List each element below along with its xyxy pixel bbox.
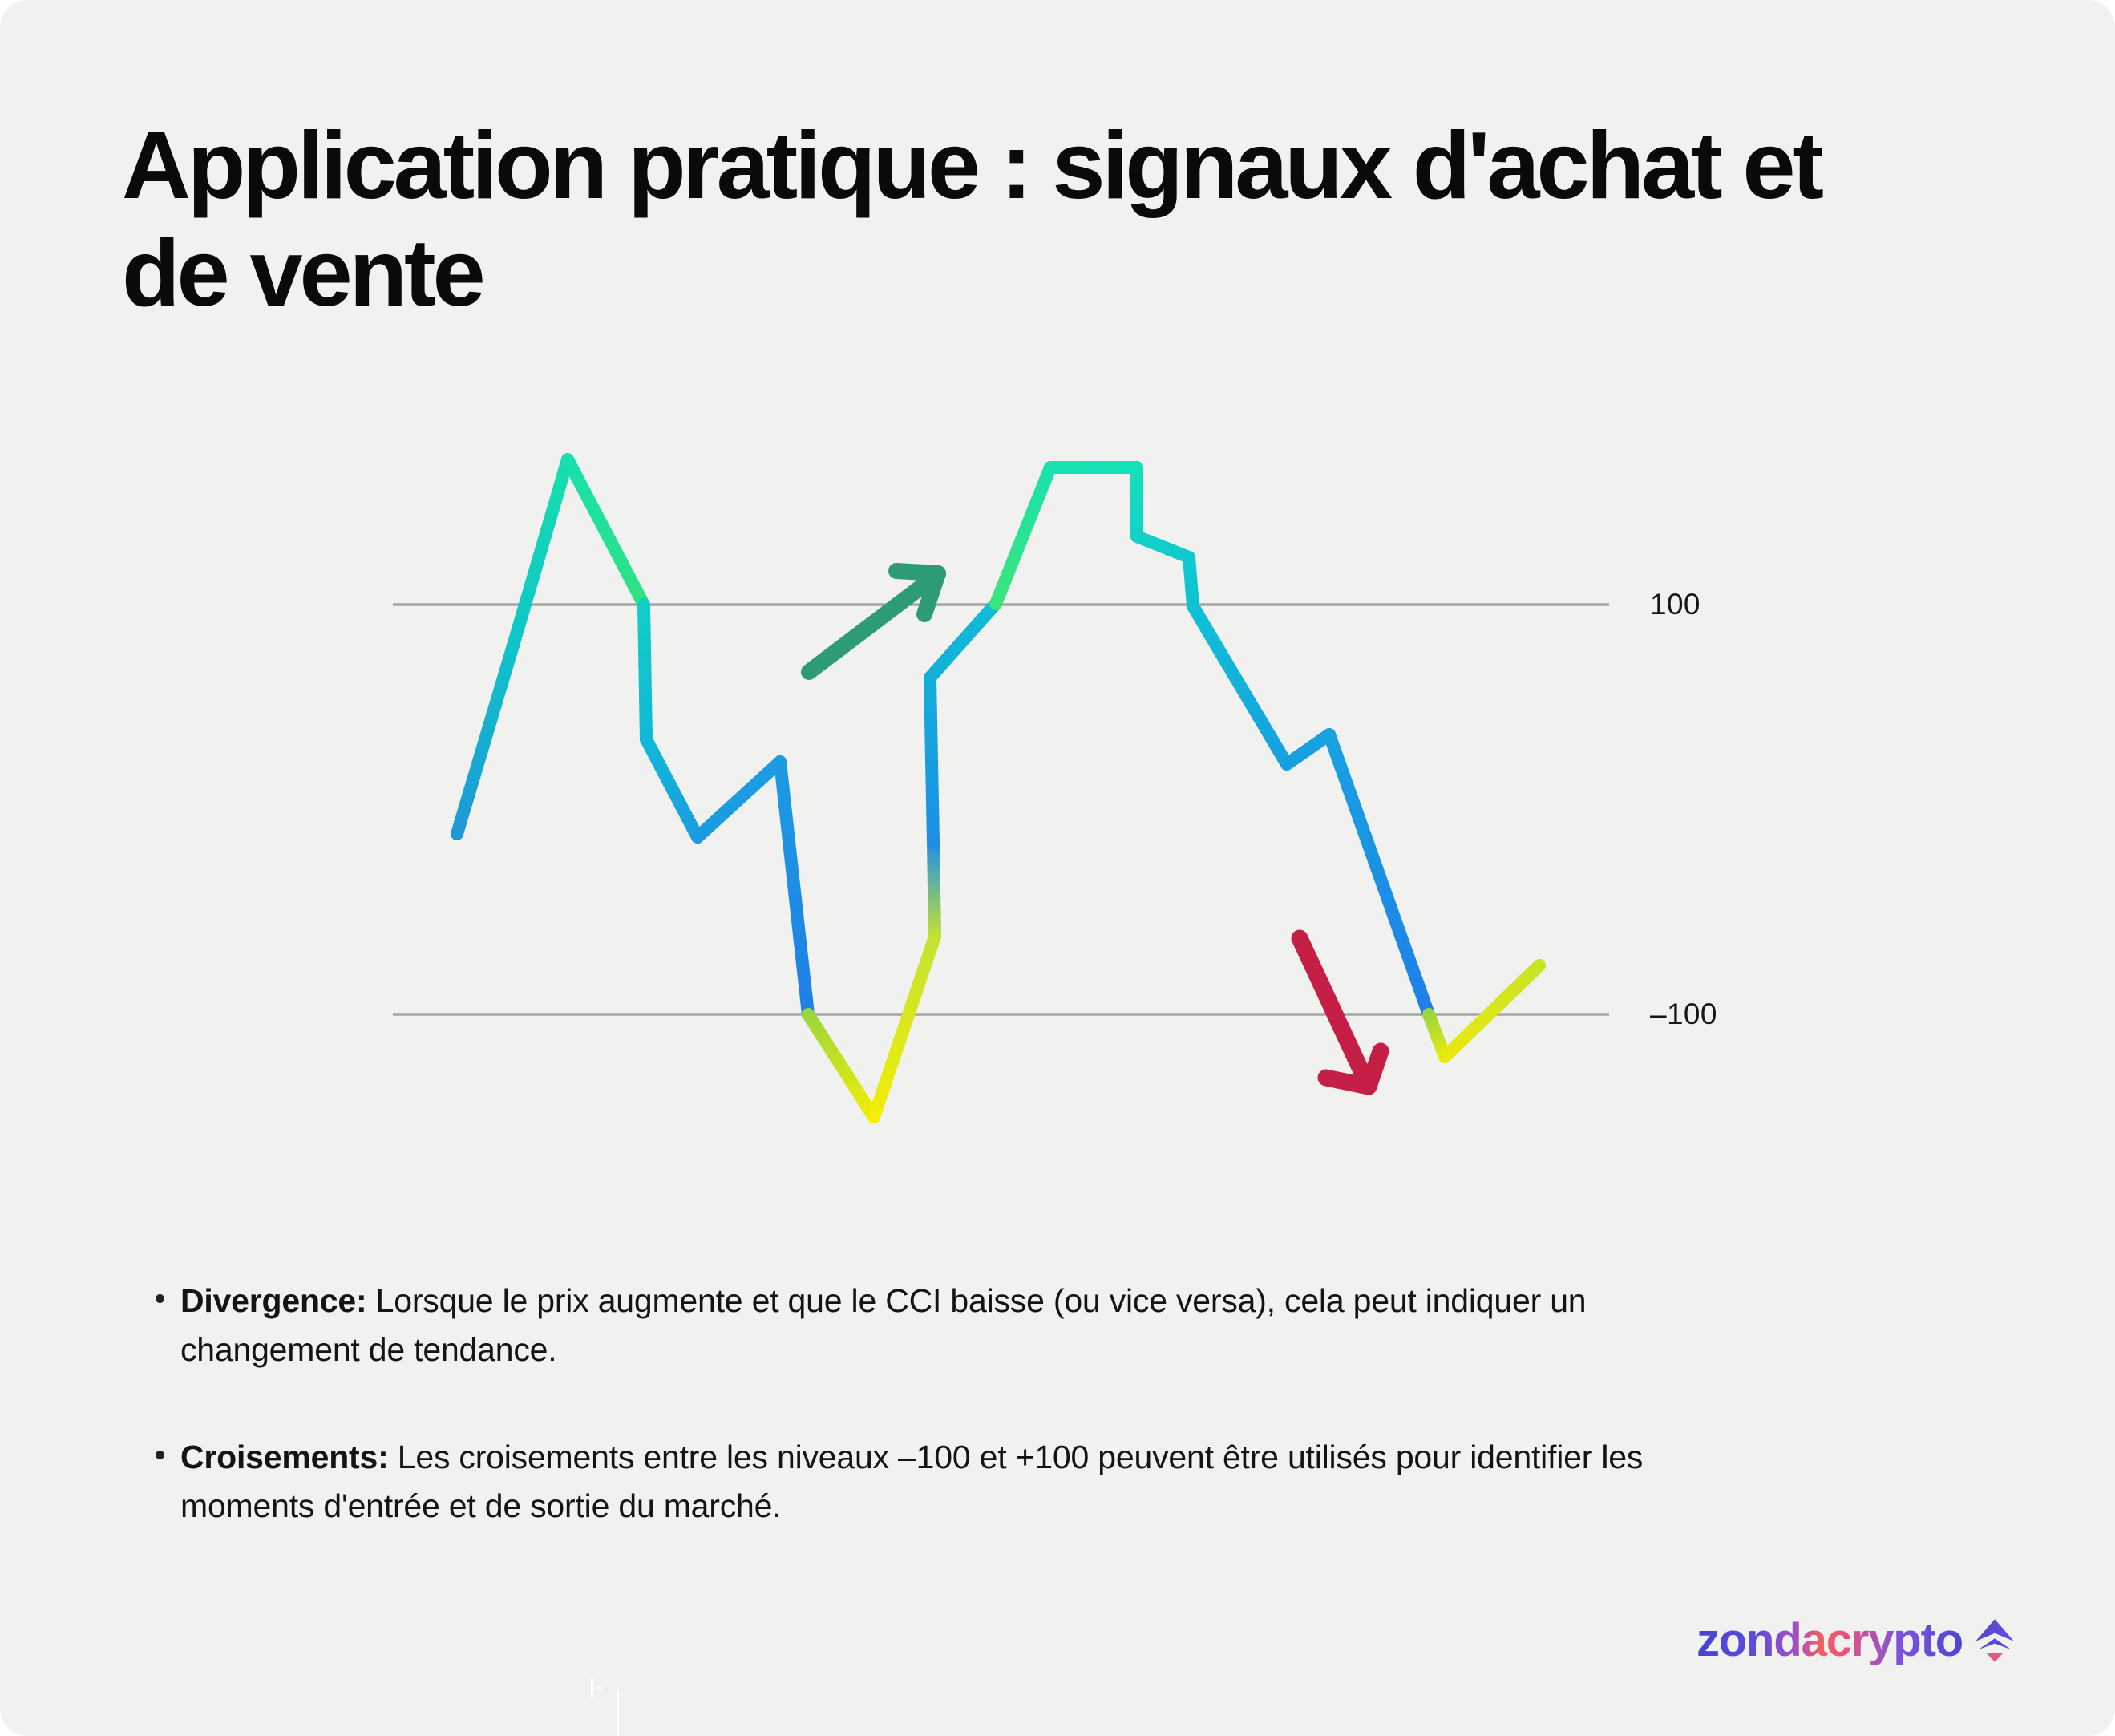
brand-logo: zondacrypto — [1696, 1615, 2014, 1666]
sell-arrow-icon — [1291, 929, 1389, 1095]
page-title-line-2: de vente — [122, 220, 486, 326]
bullet-text: Les croisements entre les niveaux –100 e… — [388, 1439, 1644, 1475]
bullet-term: Divergence: — [180, 1282, 367, 1319]
cci-line — [451, 453, 1546, 1123]
bullet-term: Croisements: — [180, 1439, 389, 1475]
zondacrypto-arrow-icon — [1975, 1619, 2014, 1662]
lower-level-label: –100 — [1650, 997, 1717, 1030]
buy-arrow-icon — [801, 563, 946, 680]
bullet-text: Lorsque le prix augmente et que le CCI b… — [366, 1282, 1587, 1319]
bullet-dot — [156, 1294, 164, 1303]
bullet-dot — [156, 1451, 164, 1459]
bullet-text: moments d'entrée et de sortie du marché. — [180, 1487, 782, 1524]
upper-level-label: 100 — [1650, 588, 1700, 621]
page-title: Application pratique : signaux d'achat e… — [122, 112, 1990, 327]
page-title-line-1: Application pratique : signaux d'achat e… — [122, 112, 1824, 219]
bullet-text: changement de tendance. — [180, 1331, 557, 1368]
brand-logo-text: zondacrypto — [1696, 1614, 1963, 1666]
